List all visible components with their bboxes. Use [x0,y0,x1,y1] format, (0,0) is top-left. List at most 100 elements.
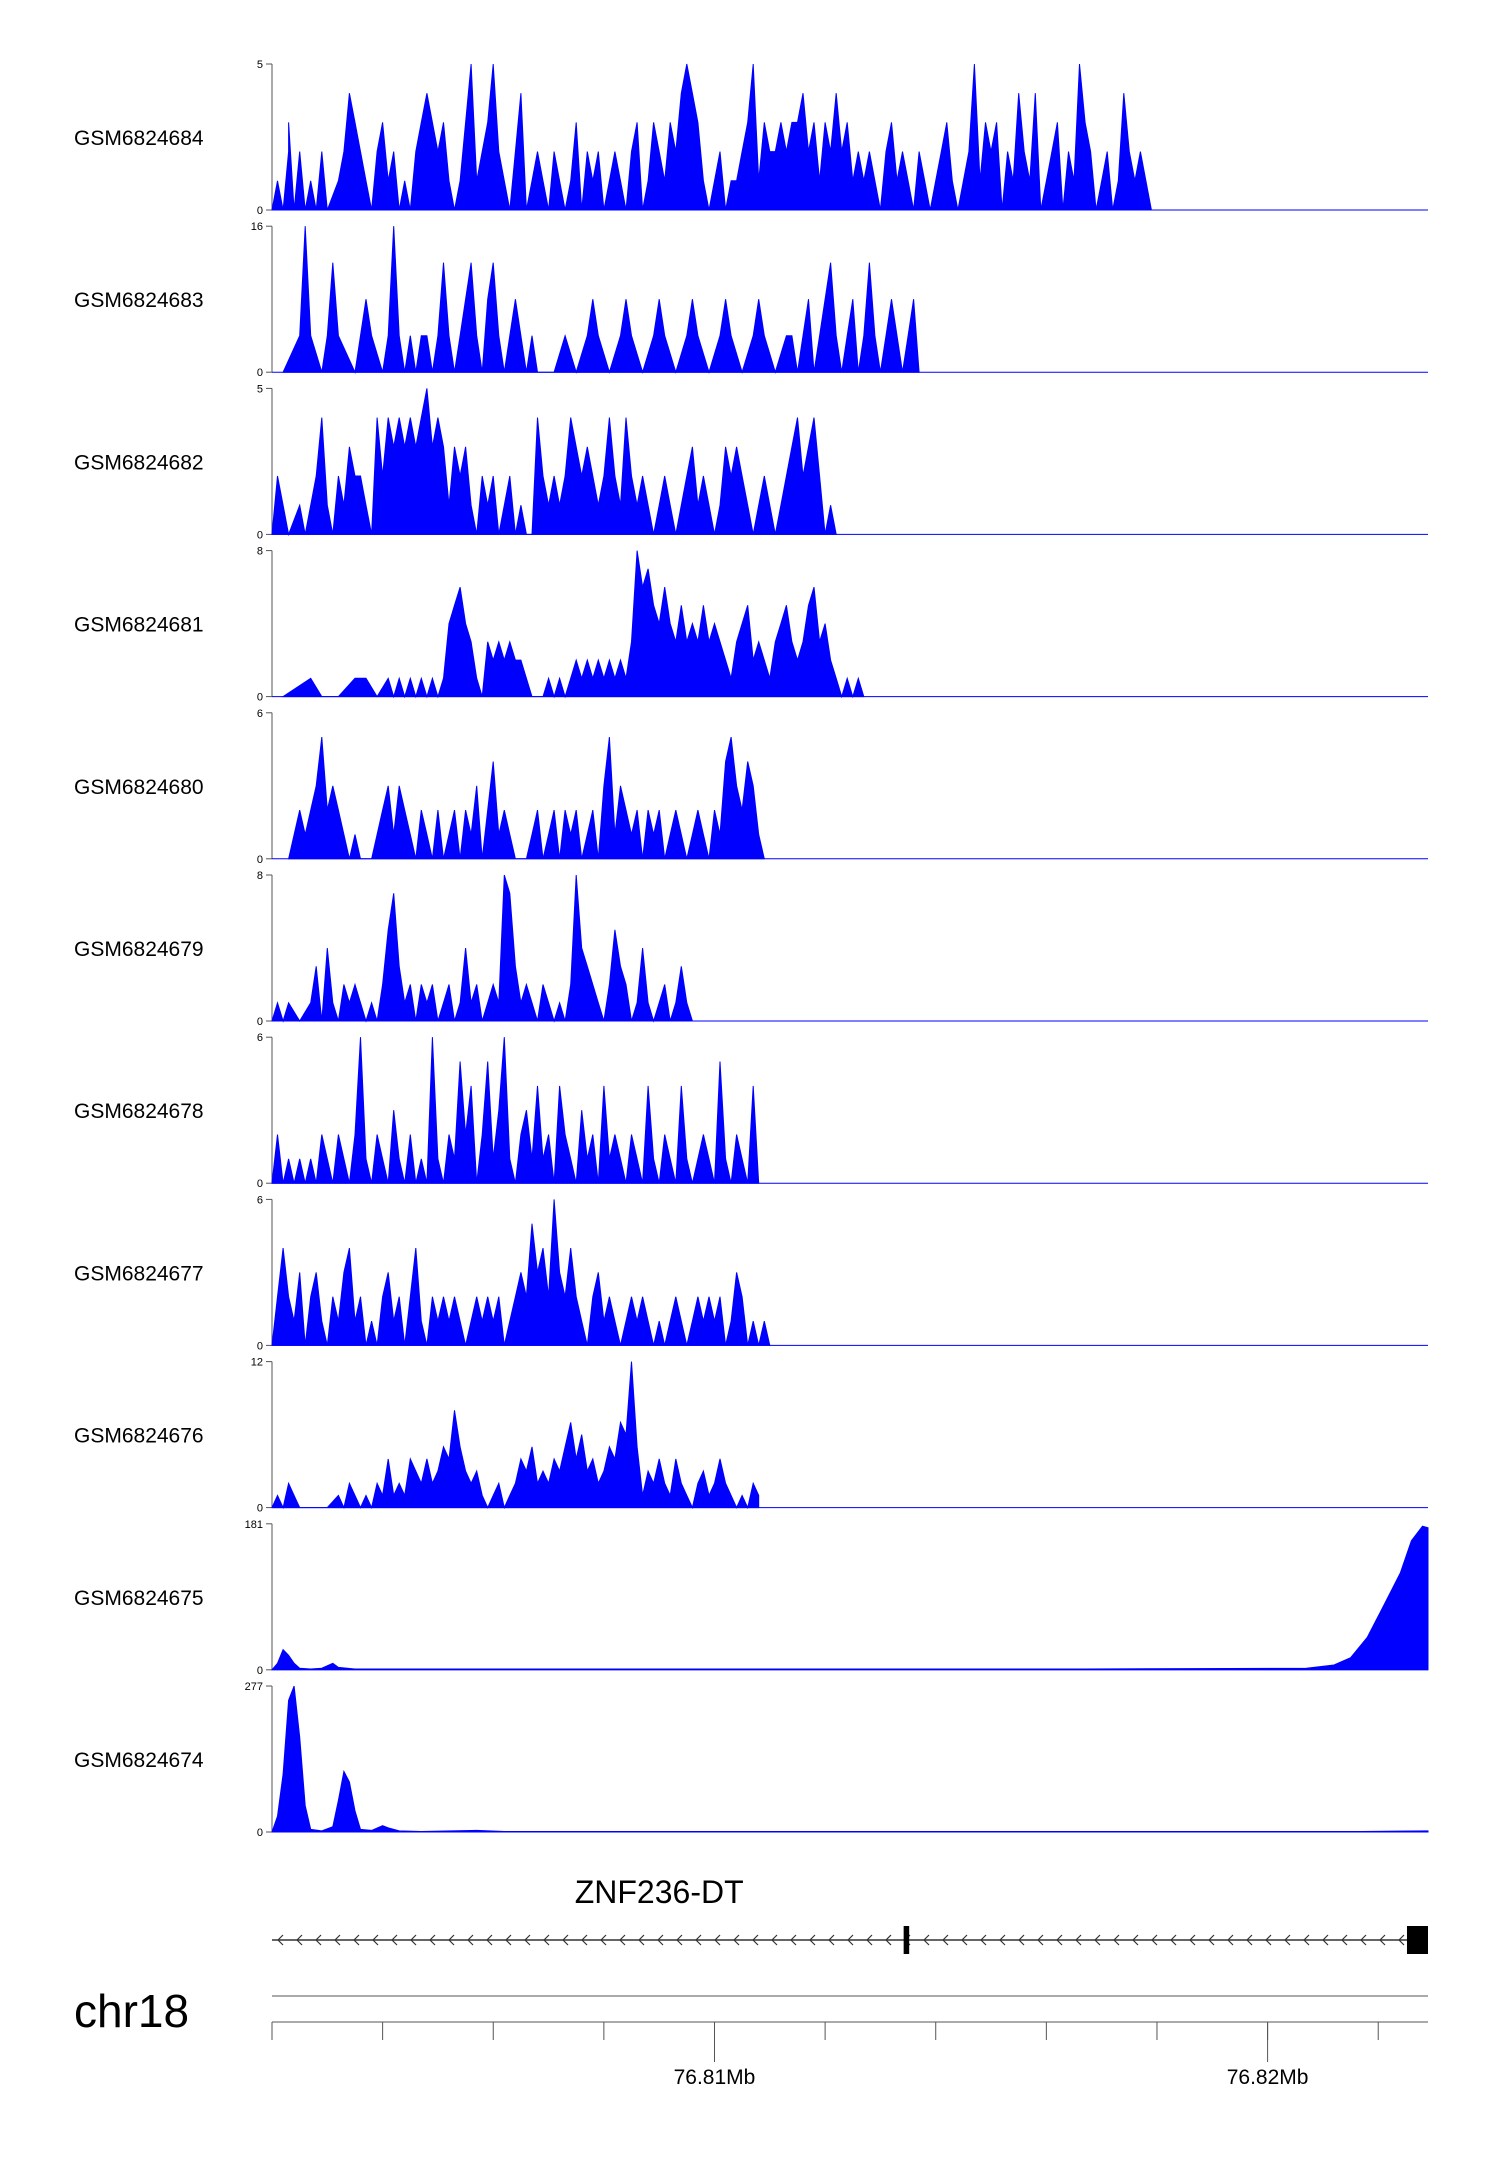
strand-chevron [334,1934,341,1946]
track-GSM6824682: GSM6824682 5 0 [74,383,1428,541]
strand-chevron [980,1934,987,1946]
strand-chevron [638,1934,645,1946]
coverage-area [271,388,837,537]
strand-chevron [543,1934,550,1946]
y-axis-max-label: 8 [257,546,263,558]
strand-chevron [1189,1934,1196,1946]
y-axis-max-label: 16 [251,221,263,233]
track-GSM6824681: GSM6824681 8 0 [74,546,1428,704]
y-axis-min-label: 0 [257,692,263,704]
track-label: GSM6824678 [74,1100,204,1123]
strand-chevron [790,1934,797,1946]
gene-name-label: ZNF236-DT [575,1874,744,1910]
track-label: GSM6824675 [74,1587,204,1610]
strand-chevron [999,1934,1006,1946]
strand-chevron [809,1934,816,1946]
y-axis-max-label: 8 [257,870,263,882]
strand-chevron [448,1934,455,1946]
strand-chevron [1265,1934,1272,1946]
track-label: GSM6824676 [74,1425,204,1448]
y-axis-min-label: 0 [257,1016,263,1028]
coverage-area [281,550,865,699]
strand-chevron [961,1934,968,1946]
strand-chevron [885,1934,892,1946]
strand-chevron [866,1934,873,1946]
gene-exon [903,1926,910,1954]
strand-chevron [1037,1934,1044,1946]
gene-annotation-track: ZNF236-DT [272,1874,1428,1954]
strand-chevron [581,1934,588,1946]
track-GSM6824684: GSM6824684 5 0 [74,59,1428,217]
strand-chevron [1151,1934,1158,1946]
y-axis-min-label: 0 [257,205,263,217]
y-axis-min-label: 0 [257,529,263,541]
strand-chevron [524,1934,531,1946]
strand-chevron [296,1934,303,1946]
strand-chevron [1170,1934,1177,1946]
strand-chevron [714,1934,721,1946]
track-label: GSM6824679 [74,938,204,961]
strand-chevron [1303,1934,1310,1946]
strand-chevron [1132,1934,1139,1946]
track-label: GSM6824674 [74,1749,204,1772]
coverage-area [271,1685,1429,1833]
track-label: GSM6824681 [74,614,204,637]
y-axis-max-label: 5 [257,59,263,71]
strand-chevron [467,1934,474,1946]
track-GSM6824678: GSM6824678 6 0 [74,1032,1428,1190]
strand-chevron [828,1934,835,1946]
y-axis-min-label: 0 [257,854,263,866]
chromosome-label: chr18 [74,1985,189,2037]
coverage-area [287,736,765,860]
strand-chevron [429,1934,436,1946]
strand-chevron [372,1934,379,1946]
y-axis-max-label: 277 [245,1681,263,1693]
track-GSM6824674: GSM6824674 277 0 [74,1681,1429,1839]
track-GSM6824677: GSM6824677 6 0 [74,1194,1428,1352]
strand-chevron [1246,1934,1253,1946]
strand-chevron [1379,1934,1386,1946]
coverage-tracks: GSM682468450GSM6824683160GSM682468250GSM… [74,59,1429,1839]
strand-chevron [771,1934,778,1946]
strand-chevron [1208,1934,1215,1946]
y-axis-max-label: 6 [257,708,263,720]
gene-exon [1406,1926,1428,1954]
track-GSM6824676: GSM6824676 12 0 [74,1357,1428,1515]
coverage-area [270,1525,1429,1671]
y-axis-min-label: 0 [257,1665,263,1677]
strand-chevron [391,1934,398,1946]
strand-chevron [600,1934,607,1946]
strand-chevron [1075,1934,1082,1946]
strand-chevron [1018,1934,1025,1946]
strand-chevron [1341,1934,1348,1946]
strand-chevron [695,1934,702,1946]
strand-chevron [733,1934,740,1946]
y-axis-max-label: 6 [257,1194,263,1206]
y-axis-min-label: 0 [257,367,263,379]
coverage-area [271,63,1157,211]
y-axis-min-label: 0 [257,1503,263,1515]
strand-chevron [1227,1934,1234,1946]
coverage-area [271,1361,760,1510]
strand-chevron [505,1934,512,1946]
y-axis-max-label: 5 [257,383,263,395]
y-axis-min-label: 0 [257,1827,263,1839]
strand-chevron [752,1934,759,1946]
track-label: GSM6824682 [74,451,204,474]
axis-tick-label: 76.81Mb [674,2066,756,2089]
strand-chevron [923,1934,930,1946]
strand-chevron [1322,1934,1329,1946]
y-axis-max-label: 181 [245,1519,263,1531]
strand-chevron [942,1934,949,1946]
strand-chevron [1094,1934,1101,1946]
strand-chevron [847,1934,854,1946]
track-label: GSM6824684 [74,127,204,150]
strand-chevron [562,1934,569,1946]
strand-chevron [315,1934,322,1946]
strand-chevron [1398,1934,1405,1946]
coverage-area [271,874,694,1023]
track-GSM6824683: GSM6824683 16 0 [74,221,1428,379]
track-label: GSM6824680 [74,776,204,799]
track-GSM6824675: GSM6824675 181 0 [74,1519,1429,1677]
